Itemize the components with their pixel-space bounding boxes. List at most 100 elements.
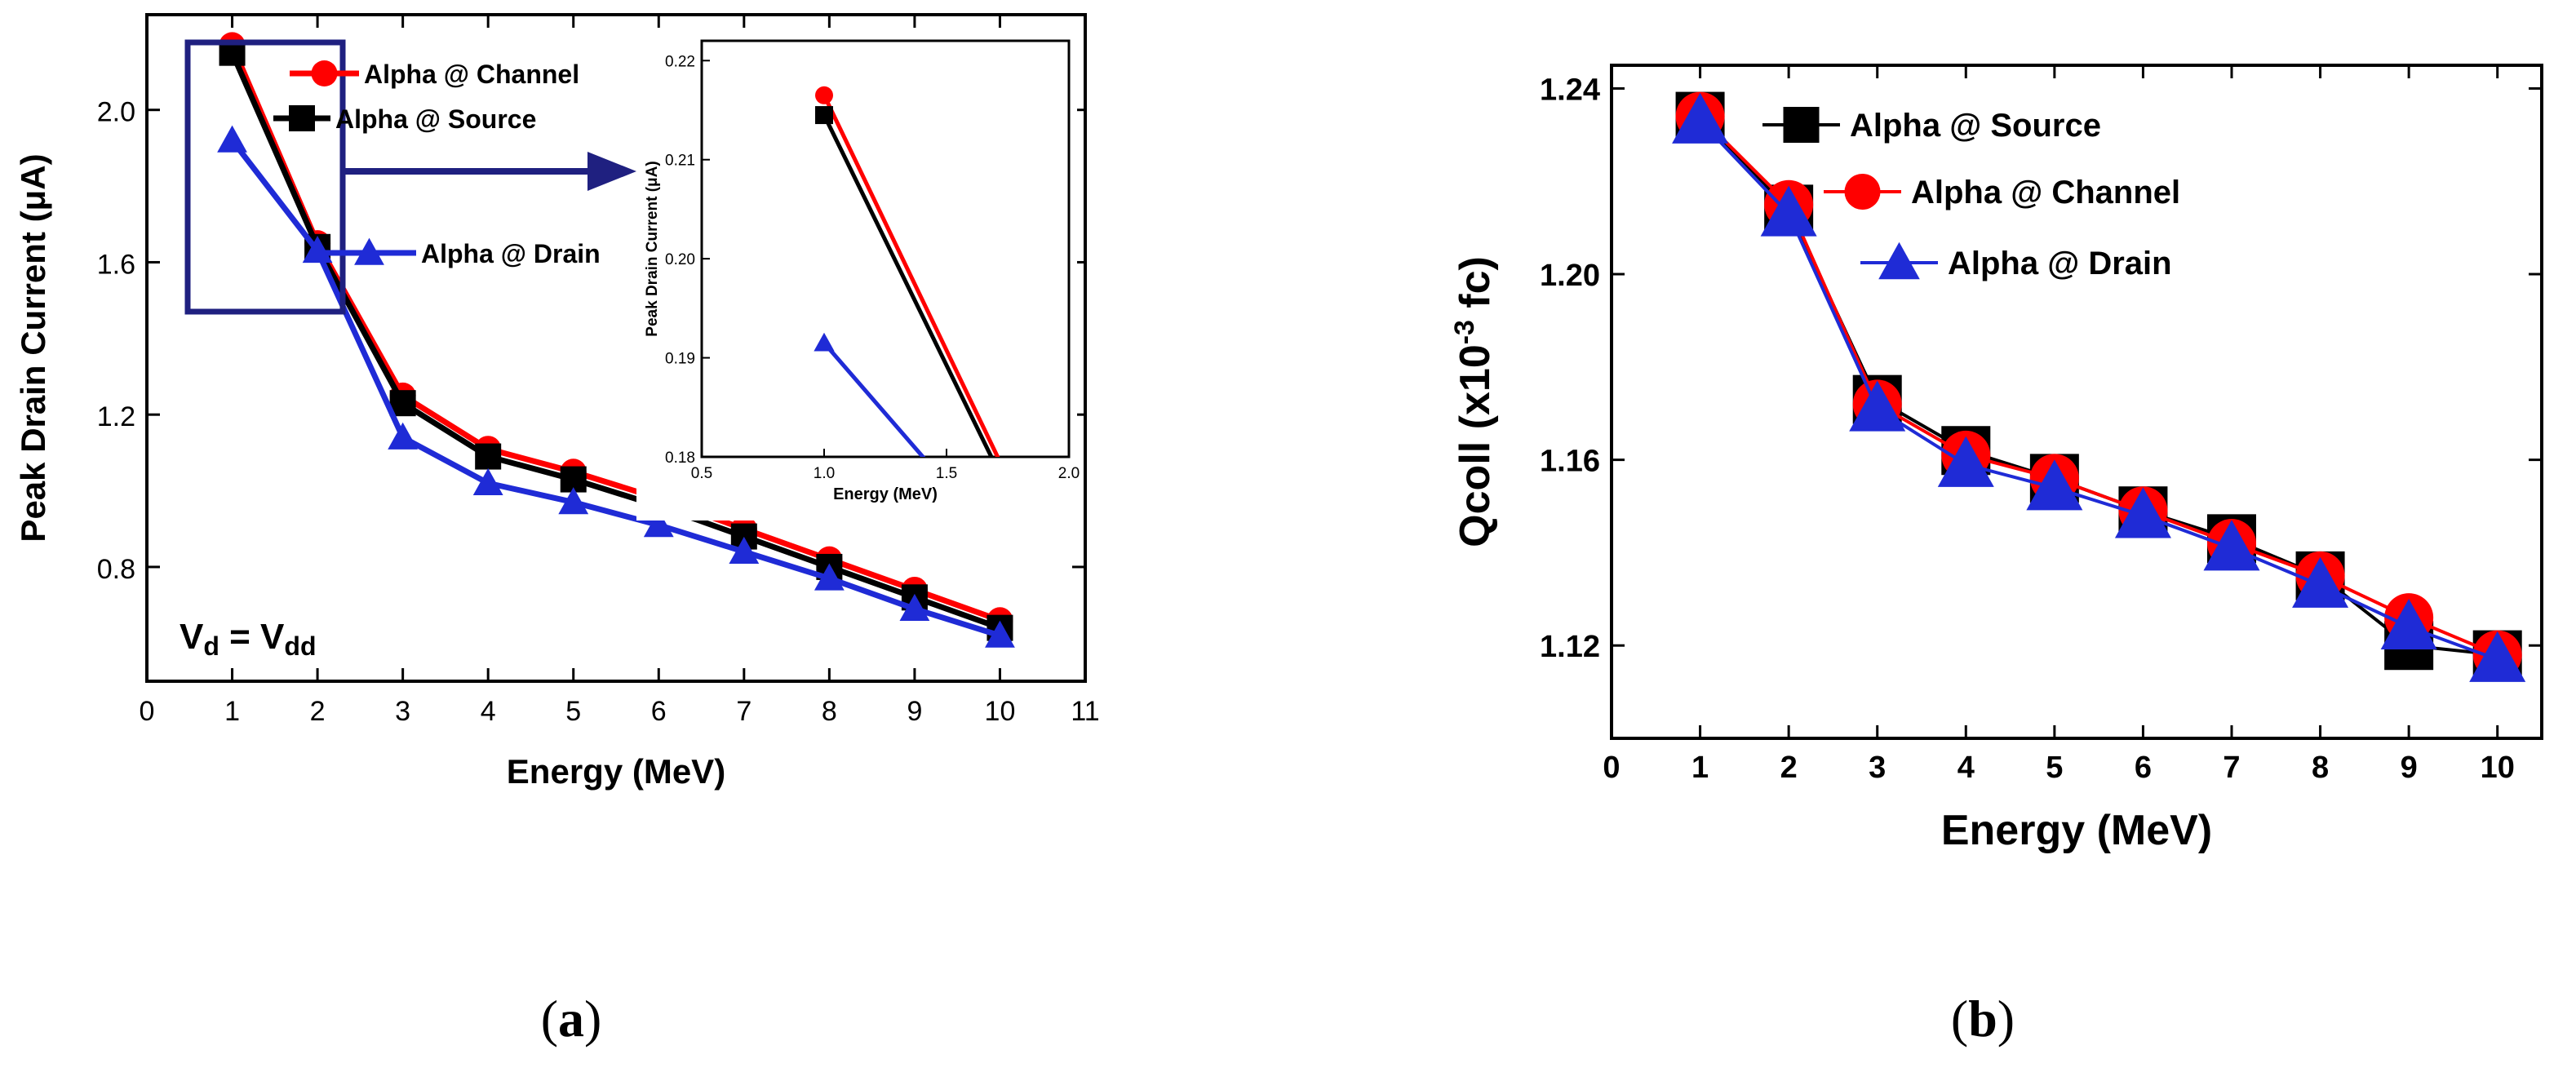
inset-x-tick-label: 2.0: [1058, 465, 1080, 482]
y-tick-label: 2.0: [97, 97, 135, 128]
series-line: [1699, 115, 2498, 657]
data-point: [1672, 92, 1729, 144]
x-tick-label: 6: [2135, 751, 2152, 785]
data-point: [729, 536, 760, 564]
x-tick-label: 10: [985, 696, 1016, 727]
inset-y-tick-label: 0.20: [665, 251, 695, 268]
zoom-arrow-head: [587, 152, 636, 191]
legend-label: Alpha @ Channel: [1911, 175, 2180, 210]
x-axis-label: Energy (MeV): [1941, 807, 2212, 854]
series-line: [229, 138, 1001, 639]
x-axis-label: Energy (MeV): [507, 752, 725, 791]
x-tick-label: 4: [481, 696, 496, 727]
inset-y-axis-label: Peak Drain Current (μA): [644, 161, 661, 336]
data-point: [475, 443, 502, 470]
y-tick-label: 1.6: [97, 249, 135, 280]
x-tick-label: 8: [2312, 751, 2329, 785]
legend-marker: [1844, 174, 1881, 210]
legend-item: Alpha @ Source: [273, 104, 536, 134]
inset-series-line: [822, 94, 1000, 457]
x-tick-label: 11: [1071, 696, 1099, 727]
plot-frame: [145, 13, 1087, 683]
legend-label: Alpha @ Drain: [1948, 246, 2172, 281]
data-point: [1937, 436, 1994, 487]
inset-data-point: [815, 106, 833, 125]
y-tick-label: 1.2: [97, 401, 135, 432]
inset-data-point: [815, 86, 833, 104]
legend-item: Alpha @ Channel: [290, 60, 579, 89]
inset-frame: [700, 39, 1071, 458]
data-point: [388, 422, 419, 450]
data-point: [1760, 185, 1817, 237]
y-tick-label: 1.20: [1540, 259, 1600, 293]
x-tick-label: 2: [1780, 751, 1798, 785]
legend-marker: [1878, 241, 1920, 280]
legend-marker: [1783, 107, 1820, 143]
x-tick-label: 7: [2223, 751, 2240, 785]
inset-series-alpha-source: [815, 106, 994, 457]
condition-annotation: Vd = Vdd: [180, 617, 317, 661]
x-tick-label: 2: [310, 696, 326, 727]
data-point: [2380, 598, 2437, 650]
inset-chart: 0.5 1.0 1.5 2.0 0.18 0.19 0.20 0.21 0.22 Energy (…: [636, 31, 1080, 520]
data-point: [472, 467, 503, 495]
data-point: [2114, 487, 2171, 538]
data-point: [302, 236, 333, 264]
x-tick-label: 7: [736, 696, 752, 727]
x-tick-label: 3: [1869, 751, 1886, 785]
inset-background: [636, 31, 1077, 520]
inset-y-tick-label: 0.21: [665, 153, 695, 170]
y-tick-label: 1.24: [1540, 73, 1600, 107]
x-tick-label: 3: [395, 696, 410, 727]
y-tick-label: 1.16: [1540, 445, 1600, 479]
data-point: [2469, 631, 2526, 682]
inset-data-point: [814, 332, 835, 352]
x-tick-label: 10: [2481, 751, 2515, 785]
legend-label: Alpha @ Source: [1850, 108, 2101, 144]
data-point: [1849, 380, 1906, 432]
series-line: [1699, 119, 2498, 662]
legend-item: Alpha @ Channel: [1824, 174, 2180, 210]
legend-label: Alpha @ Drain: [421, 239, 601, 268]
figure-captions: (a) (b): [541, 990, 2015, 1048]
y-tick-label: 1.12: [1540, 630, 1600, 664]
legend-marker: [289, 105, 315, 131]
series-alpha-drain: [1672, 92, 2526, 682]
legend-marker: [311, 60, 338, 86]
data-point: [814, 563, 845, 591]
y-axis-label: Peak Drain Current (μA): [14, 153, 52, 542]
data-point: [2292, 556, 2349, 608]
chart-panel-a: 0 1 2 3 4 5 6 7 8 9 10 11 0.8 1.2 1.6 2.0 Energy (MeV) Pe…: [14, 13, 1100, 791]
inset-x-tick-label: 0.5: [691, 465, 712, 482]
x-tick-label: 5: [565, 696, 581, 727]
data-point: [985, 620, 1015, 648]
series-alpha-drain: [217, 125, 1015, 648]
x-tick-label: 9: [2401, 751, 2418, 785]
inset-y-tick-label: 0.18: [665, 450, 695, 467]
inset-series-line: [822, 113, 994, 457]
legend-item: Alpha @ Drain: [322, 237, 601, 268]
legend-marker: [354, 237, 384, 265]
data-point: [217, 125, 247, 153]
x-tick-label: 1: [1691, 751, 1709, 785]
x-tick-label: 5: [2046, 751, 2063, 785]
data-point: [899, 593, 930, 622]
x-tick-label: 0: [140, 696, 155, 727]
legend-item: Alpha @ Drain: [1860, 241, 2172, 281]
inset-x-tick-label: 1.0: [814, 465, 835, 482]
zoom-highlight-box: [184, 39, 346, 315]
x-tick-label: 8: [822, 696, 837, 727]
y-tick-label: 0.8: [97, 554, 135, 585]
legend-item: Alpha @ Source: [1762, 107, 2101, 144]
plot-frame: [1610, 64, 2543, 740]
x-tick-label: 6: [651, 696, 667, 727]
data-point: [643, 510, 674, 538]
x-tick-label: 0: [1603, 751, 1620, 785]
data-point: [558, 487, 589, 515]
data-point: [2203, 520, 2260, 571]
inset-x-axis-label: Energy (MeV): [833, 485, 938, 503]
inset-series-alpha-channel: [815, 86, 1000, 457]
x-tick-label: 4: [1957, 751, 1975, 785]
x-tick-label: 9: [907, 696, 922, 727]
